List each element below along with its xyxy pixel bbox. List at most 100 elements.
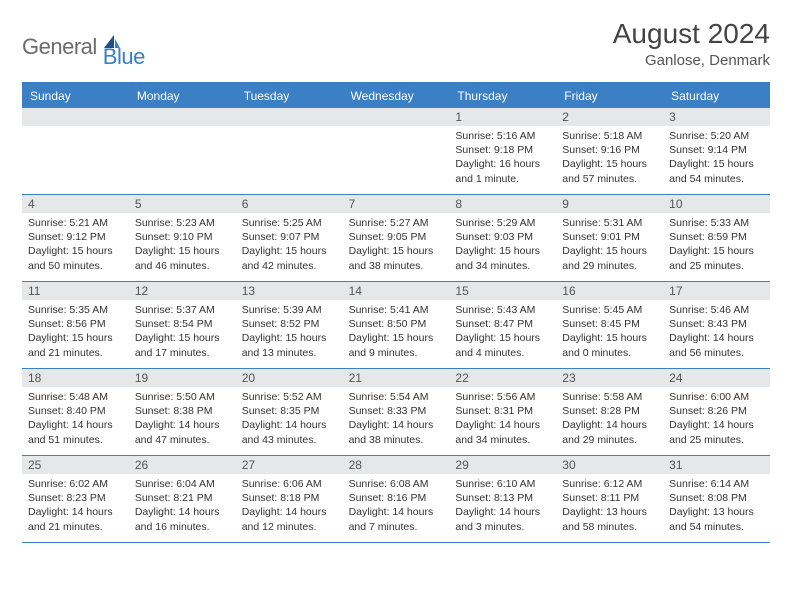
daylight-text: Daylight: 15 hours (562, 157, 657, 171)
sunset-text: Sunset: 8:23 PM (28, 491, 123, 505)
sunrise-text: Sunrise: 5:33 AM (669, 216, 764, 230)
daylight-text: Daylight: 14 hours (562, 418, 657, 432)
daylight-text: Daylight: 14 hours (669, 418, 764, 432)
day-number: 14 (349, 284, 362, 298)
day-cell: 29Sunrise: 6:10 AMSunset: 8:13 PMDayligh… (449, 456, 556, 542)
daylight-text: and 4 minutes. (455, 346, 550, 360)
sunset-text: Sunset: 9:10 PM (135, 230, 230, 244)
day-cell: 12Sunrise: 5:37 AMSunset: 8:54 PMDayligh… (129, 282, 236, 368)
weeks-container: 1Sunrise: 5:16 AMSunset: 9:18 PMDaylight… (22, 108, 770, 543)
daynum-strip: 8 (449, 195, 556, 213)
sunrise-text: Sunrise: 5:20 AM (669, 129, 764, 143)
daynum-strip: 23 (556, 369, 663, 387)
daynum-strip: 1 (449, 108, 556, 126)
sunrise-text: Sunrise: 6:10 AM (455, 477, 550, 491)
sunset-text: Sunset: 8:38 PM (135, 404, 230, 418)
sunset-text: Sunset: 8:52 PM (242, 317, 337, 331)
daylight-text: and 29 minutes. (562, 433, 657, 447)
day-cell: 9Sunrise: 5:31 AMSunset: 9:01 PMDaylight… (556, 195, 663, 281)
title-block: August 2024 Ganlose, Denmark (613, 18, 770, 69)
daylight-text: Daylight: 13 hours (562, 505, 657, 519)
header: General Blue August 2024 Ganlose, Denmar… (22, 18, 770, 70)
daynum-strip: 4 (22, 195, 129, 213)
daylight-text: and 54 minutes. (669, 520, 764, 534)
sunset-text: Sunset: 8:16 PM (349, 491, 444, 505)
sunrise-text: Sunrise: 5:21 AM (28, 216, 123, 230)
day-number: 22 (455, 371, 468, 385)
daynum-strip: 24 (663, 369, 770, 387)
daynum-strip: 13 (236, 282, 343, 300)
day-header: Monday (129, 84, 236, 108)
sunset-text: Sunset: 8:50 PM (349, 317, 444, 331)
day-number: 1 (455, 110, 462, 124)
daylight-text: and 29 minutes. (562, 259, 657, 273)
daynum-strip: 10 (663, 195, 770, 213)
day-number: 30 (562, 458, 575, 472)
daynum-strip (236, 108, 343, 126)
calendar-page: General Blue August 2024 Ganlose, Denmar… (0, 0, 792, 553)
day-number (242, 110, 245, 124)
sunset-text: Sunset: 8:21 PM (135, 491, 230, 505)
daynum-strip: 3 (663, 108, 770, 126)
daynum-strip (343, 108, 450, 126)
day-cell: 6Sunrise: 5:25 AMSunset: 9:07 PMDaylight… (236, 195, 343, 281)
day-cell: 19Sunrise: 5:50 AMSunset: 8:38 PMDayligh… (129, 369, 236, 455)
daynum-strip: 5 (129, 195, 236, 213)
day-number: 19 (135, 371, 148, 385)
daylight-text: Daylight: 15 hours (28, 244, 123, 258)
daynum-strip: 15 (449, 282, 556, 300)
day-number: 11 (28, 284, 40, 298)
sunset-text: Sunset: 8:43 PM (669, 317, 764, 331)
sunset-text: Sunset: 9:16 PM (562, 143, 657, 157)
daylight-text: and 1 minute. (455, 172, 550, 186)
day-number: 3 (669, 110, 676, 124)
daylight-text: and 0 minutes. (562, 346, 657, 360)
day-cell: 24Sunrise: 6:00 AMSunset: 8:26 PMDayligh… (663, 369, 770, 455)
day-cell: 23Sunrise: 5:58 AMSunset: 8:28 PMDayligh… (556, 369, 663, 455)
daylight-text: and 34 minutes. (455, 259, 550, 273)
day-cell: 13Sunrise: 5:39 AMSunset: 8:52 PMDayligh… (236, 282, 343, 368)
sunrise-text: Sunrise: 5:29 AM (455, 216, 550, 230)
sunset-text: Sunset: 8:40 PM (28, 404, 123, 418)
daylight-text: Daylight: 14 hours (28, 505, 123, 519)
daylight-text: Daylight: 15 hours (562, 244, 657, 258)
calendar: SundayMondayTuesdayWednesdayThursdayFrid… (22, 82, 770, 543)
sunset-text: Sunset: 9:01 PM (562, 230, 657, 244)
day-cell: 28Sunrise: 6:08 AMSunset: 8:16 PMDayligh… (343, 456, 450, 542)
daylight-text: and 17 minutes. (135, 346, 230, 360)
daynum-strip (22, 108, 129, 126)
daynum-strip: 30 (556, 456, 663, 474)
location: Ganlose, Denmark (613, 52, 770, 69)
daynum-strip: 26 (129, 456, 236, 474)
day-cell: 16Sunrise: 5:45 AMSunset: 8:45 PMDayligh… (556, 282, 663, 368)
daylight-text: Daylight: 14 hours (349, 505, 444, 519)
logo: General Blue (22, 18, 145, 70)
daynum-strip: 2 (556, 108, 663, 126)
sunrise-text: Sunrise: 5:54 AM (349, 390, 444, 404)
day-number: 23 (562, 371, 575, 385)
daylight-text: and 51 minutes. (28, 433, 123, 447)
sunrise-text: Sunrise: 5:48 AM (28, 390, 123, 404)
daynum-strip: 31 (663, 456, 770, 474)
daylight-text: and 54 minutes. (669, 172, 764, 186)
daylight-text: Daylight: 15 hours (562, 331, 657, 345)
sunrise-text: Sunrise: 5:56 AM (455, 390, 550, 404)
sunrise-text: Sunrise: 6:04 AM (135, 477, 230, 491)
sunrise-text: Sunrise: 5:27 AM (349, 216, 444, 230)
sunrise-text: Sunrise: 5:39 AM (242, 303, 337, 317)
day-cell (343, 108, 450, 194)
day-cell: 11Sunrise: 5:35 AMSunset: 8:56 PMDayligh… (22, 282, 129, 368)
day-number: 26 (135, 458, 148, 472)
daynum-strip: 29 (449, 456, 556, 474)
day-number (28, 110, 31, 124)
daylight-text: Daylight: 15 hours (28, 331, 123, 345)
week-row: 1Sunrise: 5:16 AMSunset: 9:18 PMDaylight… (22, 108, 770, 195)
daylight-text: Daylight: 14 hours (135, 505, 230, 519)
daylight-text: Daylight: 15 hours (242, 244, 337, 258)
daylight-text: Daylight: 14 hours (455, 418, 550, 432)
day-number: 27 (242, 458, 255, 472)
sunrise-text: Sunrise: 5:16 AM (455, 129, 550, 143)
day-cell: 2Sunrise: 5:18 AMSunset: 9:16 PMDaylight… (556, 108, 663, 194)
daylight-text: Daylight: 15 hours (349, 244, 444, 258)
day-cell: 1Sunrise: 5:16 AMSunset: 9:18 PMDaylight… (449, 108, 556, 194)
